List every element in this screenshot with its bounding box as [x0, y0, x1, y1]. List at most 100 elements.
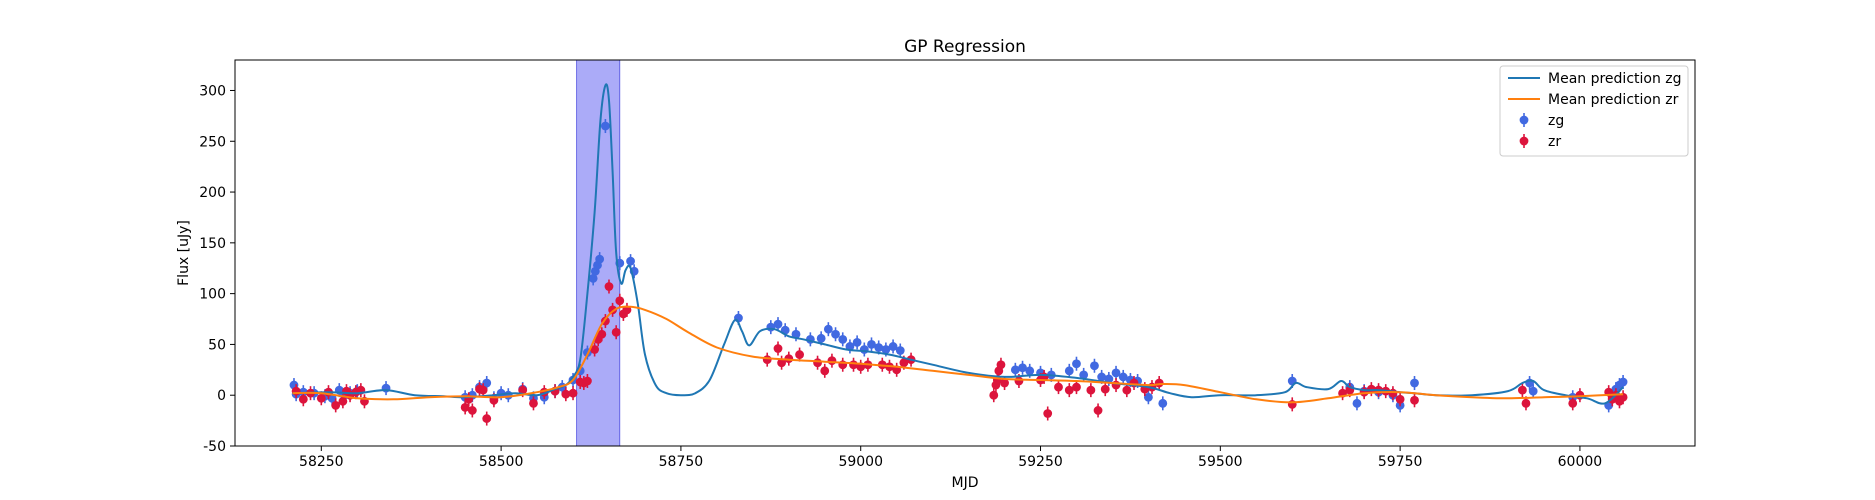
point-zg-59	[1079, 370, 1089, 380]
point-zg-53	[1018, 363, 1027, 373]
point-zr-42	[795, 350, 804, 359]
point-zr-68	[1086, 385, 1096, 395]
legend-marker-zg	[1519, 113, 1529, 127]
point-zg-17	[503, 390, 513, 400]
point-zg-54	[1025, 366, 1035, 376]
point-zr-55	[989, 390, 999, 400]
point-zr-66	[1064, 385, 1074, 395]
plot-area	[289, 60, 1628, 446]
point-zr-6	[338, 396, 348, 406]
point-zg-46	[859, 345, 869, 354]
x-axis: 58250 58500 58750 59000 59250 59500 59750 60000	[299, 446, 1602, 470]
point-zr-67	[1072, 382, 1081, 392]
point-zr-84	[1388, 388, 1398, 398]
y-axis: -50 0 50 100 150 200 250 300	[199, 83, 235, 455]
point-zr-35	[615, 296, 625, 306]
legend-dot	[1519, 115, 1529, 125]
point-zg-58	[1072, 359, 1081, 369]
y-tick-label: 0	[217, 388, 226, 404]
point-zr-17	[482, 414, 492, 423]
y-tick-label: -50	[203, 439, 226, 455]
line-zg	[292, 83, 1624, 405]
x-tick-label: 59500	[1198, 454, 1243, 470]
point-zr-72	[1122, 385, 1132, 395]
point-zg-48	[874, 343, 884, 352]
point-zr-44	[820, 366, 830, 376]
point-zr-14	[467, 406, 477, 415]
point-zr-34	[611, 327, 621, 337]
point-zr-12	[460, 403, 470, 412]
point-zr-30	[597, 329, 607, 339]
point-zr-88	[1521, 398, 1531, 408]
point-zg-68	[1158, 398, 1168, 408]
x-tick-label: 58750	[659, 454, 704, 470]
y-tick-label: 100	[199, 287, 226, 303]
x-axis-label: MJD	[952, 475, 979, 491]
point-zr-43	[813, 358, 822, 368]
point-zr-16	[478, 385, 488, 395]
point-zr-87	[1517, 385, 1527, 395]
legend-label-zg: zg	[1548, 113, 1564, 129]
point-zr-60	[1000, 378, 1009, 388]
point-zr-45	[827, 356, 837, 366]
point-zg-36	[773, 319, 783, 329]
x-tick-label: 60000	[1558, 454, 1603, 470]
point-zr-64	[1043, 409, 1053, 418]
point-zg-63	[1111, 368, 1121, 378]
point-zr-65	[1054, 382, 1063, 392]
point-zr-5	[331, 400, 341, 410]
y-tick-label: 150	[199, 236, 226, 252]
point-zr-39	[773, 344, 783, 353]
point-zr-32	[604, 282, 614, 291]
point-zg-32	[626, 256, 635, 266]
point-zg-83	[1618, 377, 1628, 387]
point-zg-60	[1090, 361, 1099, 371]
line-zr	[292, 305, 1624, 404]
series-zg	[289, 119, 1628, 413]
point-zr-61	[1014, 376, 1024, 386]
point-zr-71	[1111, 380, 1121, 390]
point-zr-40	[777, 358, 787, 368]
point-zr-19	[518, 385, 528, 395]
y-tick-label: 50	[208, 337, 226, 353]
point-zr-53	[899, 358, 909, 368]
point-zr-1	[298, 394, 308, 404]
point-zg-29	[595, 254, 605, 264]
point-zr-24	[568, 388, 578, 398]
point-zg-76	[1410, 378, 1419, 388]
chart-title: GP Regression	[904, 37, 1026, 57]
legend-label-zr-line: Mean prediction zr	[1548, 92, 1679, 108]
point-zg-42	[831, 329, 840, 339]
point-zg-45	[852, 337, 862, 347]
point-zg-14	[482, 378, 492, 388]
point-zr-0	[291, 386, 301, 396]
point-zr-86	[1410, 395, 1419, 405]
point-zr-38	[762, 355, 772, 365]
series-zr	[291, 279, 1628, 426]
point-zg-62	[1104, 374, 1114, 384]
point-zg-49	[881, 345, 891, 354]
legend-label-zg-line: Mean prediction zg	[1548, 71, 1682, 87]
point-zg-41	[823, 324, 833, 334]
point-zr-85	[1395, 394, 1405, 404]
point-zr-20	[529, 398, 538, 408]
plot-frame	[234, 59, 1696, 447]
point-zr-59	[996, 360, 1006, 370]
x-tick-label: 59750	[1378, 454, 1423, 470]
point-zg-61	[1097, 372, 1107, 382]
y-tick-label: 200	[199, 185, 226, 201]
point-zg-40	[816, 333, 826, 343]
point-zr-81	[1366, 384, 1376, 394]
y-tick-label: 300	[199, 83, 226, 99]
point-zr-28	[590, 345, 600, 354]
point-zr-70	[1100, 384, 1110, 394]
x-tick-label: 58250	[299, 454, 344, 470]
point-zg-30	[600, 121, 610, 131]
point-zg-57	[1064, 366, 1074, 376]
point-zr-69	[1093, 406, 1103, 415]
legend-dot	[1519, 136, 1529, 146]
point-zg-52	[1010, 365, 1020, 375]
point-zg-78	[1528, 386, 1538, 396]
x-tick-label: 59250	[1018, 454, 1063, 470]
